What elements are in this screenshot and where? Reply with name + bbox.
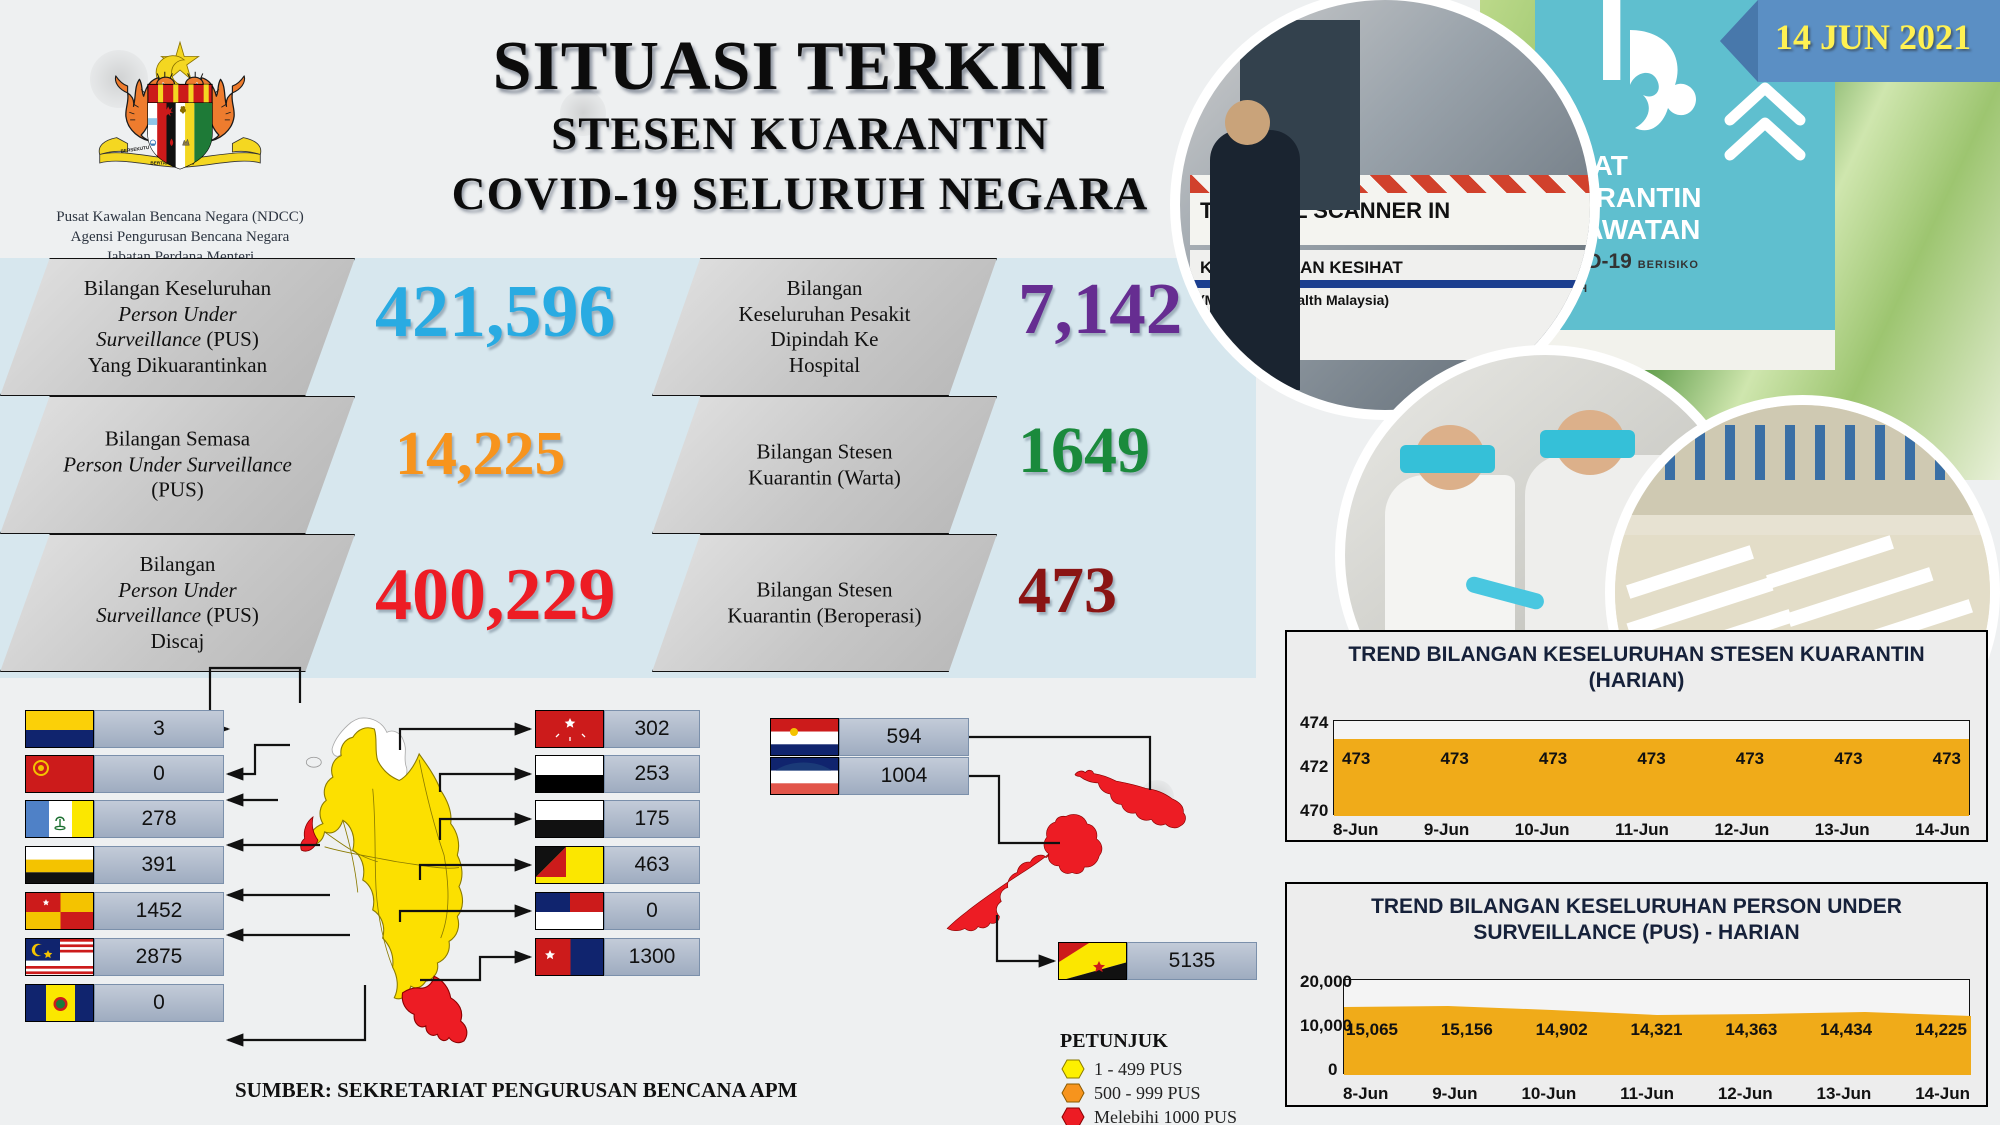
svg-text:I: I <box>1595 0 1628 106</box>
